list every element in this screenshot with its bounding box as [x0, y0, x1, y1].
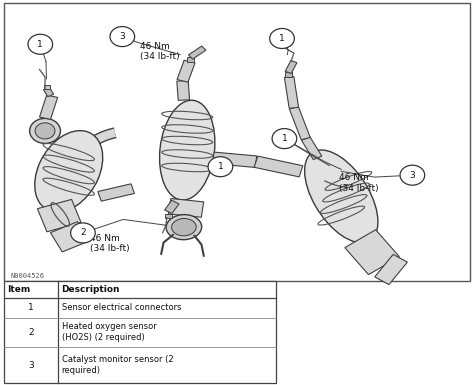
Polygon shape — [254, 156, 303, 177]
Text: 1: 1 — [282, 134, 287, 143]
Text: N0004526: N0004526 — [10, 273, 45, 279]
Polygon shape — [177, 60, 195, 82]
Ellipse shape — [160, 100, 215, 200]
Text: 46 Nm
(34 lb-ft): 46 Nm (34 lb-ft) — [140, 42, 180, 61]
Text: 1: 1 — [218, 162, 223, 171]
Polygon shape — [44, 87, 54, 97]
Polygon shape — [375, 254, 407, 285]
Polygon shape — [168, 199, 204, 217]
Text: Catalyst monitor sensor (2
required): Catalyst monitor sensor (2 required) — [62, 355, 173, 375]
Text: 3: 3 — [410, 171, 415, 180]
Polygon shape — [189, 46, 206, 59]
Ellipse shape — [35, 131, 103, 212]
Bar — [4, 281, 276, 383]
Text: 2: 2 — [80, 228, 86, 238]
Polygon shape — [39, 95, 58, 119]
Polygon shape — [284, 77, 299, 108]
Circle shape — [71, 223, 95, 243]
Polygon shape — [164, 200, 179, 214]
Text: 3: 3 — [28, 361, 34, 370]
Text: 2: 2 — [28, 328, 34, 337]
Text: Sensor electrical connectors: Sensor electrical connectors — [62, 303, 181, 313]
Text: 46 Nm
(34 lb-ft): 46 Nm (34 lb-ft) — [90, 234, 130, 253]
Ellipse shape — [166, 214, 201, 240]
Circle shape — [28, 34, 53, 54]
Bar — [285, 72, 292, 77]
Text: Heated oxygen sensor
(HO2S) (2 required): Heated oxygen sensor (HO2S) (2 required) — [62, 322, 156, 343]
Bar — [4, 3, 470, 281]
Text: 1: 1 — [279, 34, 285, 43]
Polygon shape — [177, 80, 190, 100]
Polygon shape — [301, 137, 322, 159]
Ellipse shape — [305, 150, 378, 243]
Text: Item: Item — [7, 285, 30, 294]
Polygon shape — [345, 230, 400, 275]
Bar — [165, 214, 172, 218]
Bar — [187, 57, 194, 62]
Polygon shape — [289, 107, 310, 140]
Text: 1: 1 — [37, 40, 43, 49]
Polygon shape — [212, 152, 257, 167]
Polygon shape — [98, 184, 135, 201]
Circle shape — [110, 27, 135, 47]
Text: Description: Description — [62, 285, 120, 294]
Text: 3: 3 — [119, 32, 125, 41]
Circle shape — [208, 157, 233, 177]
Polygon shape — [285, 60, 297, 74]
Ellipse shape — [35, 123, 55, 139]
Circle shape — [270, 28, 294, 49]
Polygon shape — [50, 222, 90, 252]
Ellipse shape — [29, 119, 61, 143]
Ellipse shape — [172, 218, 196, 236]
Circle shape — [272, 129, 297, 149]
Text: 1: 1 — [28, 303, 34, 313]
Text: 46 Nm
(34 lb-ft): 46 Nm (34 lb-ft) — [339, 173, 379, 192]
Polygon shape — [37, 199, 81, 232]
Bar — [44, 85, 50, 89]
Circle shape — [400, 165, 425, 185]
